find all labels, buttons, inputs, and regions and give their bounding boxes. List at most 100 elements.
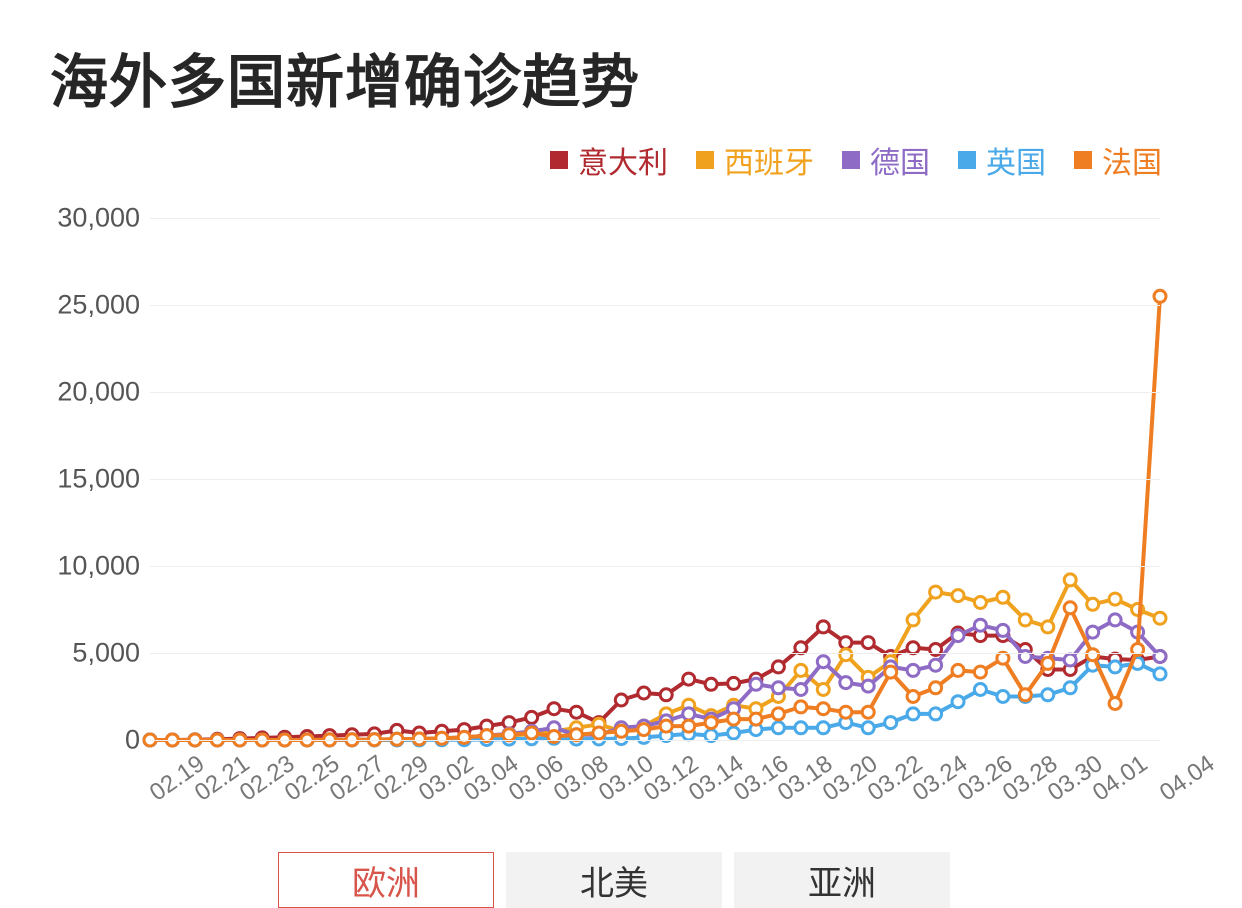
series-point-france[interactable]: [1064, 602, 1076, 614]
series-point-germany[interactable]: [817, 656, 829, 668]
legend-item-germany[interactable]: 德国: [842, 138, 930, 182]
series-point-france[interactable]: [1019, 689, 1031, 701]
series-point-uk[interactable]: [907, 708, 919, 720]
series-point-uk[interactable]: [885, 717, 897, 729]
series-point-france[interactable]: [413, 733, 425, 745]
series-point-uk[interactable]: [1042, 689, 1054, 701]
series-point-germany[interactable]: [772, 682, 784, 694]
series-point-france[interactable]: [840, 706, 852, 718]
series-point-spain[interactable]: [1109, 593, 1121, 605]
series-point-france[interactable]: [615, 725, 627, 737]
tab-欧洲[interactable]: 欧洲: [278, 852, 494, 908]
series-point-germany[interactable]: [750, 678, 762, 690]
series-point-italy[interactable]: [683, 673, 695, 685]
series-point-germany[interactable]: [997, 624, 1009, 636]
series-point-uk[interactable]: [930, 708, 942, 720]
series-point-uk[interactable]: [795, 722, 807, 734]
series-point-italy[interactable]: [638, 687, 650, 699]
legend-item-france[interactable]: 法国: [1074, 138, 1162, 182]
series-point-france[interactable]: [683, 720, 695, 732]
series-point-italy[interactable]: [795, 642, 807, 654]
series-point-italy[interactable]: [728, 677, 740, 689]
series-point-france[interactable]: [862, 706, 874, 718]
series-point-spain[interactable]: [1064, 574, 1076, 586]
series-point-france[interactable]: [1109, 698, 1121, 710]
series-point-france[interactable]: [885, 666, 897, 678]
series-point-france[interactable]: [458, 731, 470, 743]
series-point-uk[interactable]: [772, 722, 784, 734]
series-point-spain[interactable]: [974, 597, 986, 609]
series-point-uk[interactable]: [817, 722, 829, 734]
series-point-france[interactable]: [728, 713, 740, 725]
series-point-uk[interactable]: [997, 691, 1009, 703]
series-point-italy[interactable]: [548, 703, 560, 715]
series-point-france[interactable]: [660, 720, 672, 732]
series-point-france[interactable]: [503, 729, 515, 741]
gridline: [150, 653, 1160, 654]
series-point-france[interactable]: [1087, 649, 1099, 661]
series-point-germany[interactable]: [930, 659, 942, 671]
series-point-italy[interactable]: [840, 637, 852, 649]
series-point-france[interactable]: [750, 713, 762, 725]
series-point-italy[interactable]: [817, 621, 829, 633]
series-point-france[interactable]: [1154, 290, 1166, 302]
series-point-spain[interactable]: [1042, 621, 1054, 633]
series-point-france[interactable]: [593, 727, 605, 739]
series-point-france[interactable]: [1042, 657, 1054, 669]
legend-item-spain[interactable]: 西班牙: [696, 138, 814, 182]
series-point-france[interactable]: [817, 703, 829, 715]
series-point-spain[interactable]: [1087, 598, 1099, 610]
series-point-uk[interactable]: [862, 722, 874, 734]
series-point-germany[interactable]: [952, 630, 964, 642]
series-point-germany[interactable]: [840, 677, 852, 689]
tab-北美[interactable]: 北美: [506, 852, 722, 908]
series-point-italy[interactable]: [615, 694, 627, 706]
series-point-germany[interactable]: [862, 680, 874, 692]
series-point-uk[interactable]: [1154, 668, 1166, 680]
series-point-germany[interactable]: [974, 619, 986, 631]
series-point-spain[interactable]: [1019, 614, 1031, 626]
series-point-uk[interactable]: [974, 684, 986, 696]
series-point-spain[interactable]: [1154, 612, 1166, 624]
series-point-spain[interactable]: [795, 664, 807, 676]
series-point-spain[interactable]: [907, 614, 919, 626]
series-point-uk[interactable]: [1064, 682, 1076, 694]
series-point-france[interactable]: [705, 717, 717, 729]
series-point-france[interactable]: [997, 652, 1009, 664]
series-point-italy[interactable]: [772, 661, 784, 673]
series-point-italy[interactable]: [570, 706, 582, 718]
legend-item-italy[interactable]: 意大利: [550, 138, 668, 182]
series-point-france[interactable]: [570, 729, 582, 741]
series-point-france[interactable]: [795, 701, 807, 713]
legend-item-uk[interactable]: 英国: [958, 138, 1046, 182]
series-point-italy[interactable]: [660, 689, 672, 701]
series-point-uk[interactable]: [952, 696, 964, 708]
series-point-italy[interactable]: [907, 642, 919, 654]
series-point-france[interactable]: [907, 691, 919, 703]
series-point-france[interactable]: [638, 724, 650, 736]
series-point-spain[interactable]: [952, 590, 964, 602]
series-point-germany[interactable]: [1109, 614, 1121, 626]
gridline: [150, 740, 1160, 741]
series-point-spain[interactable]: [997, 591, 1009, 603]
series-point-italy[interactable]: [526, 711, 538, 723]
series-point-spain[interactable]: [817, 684, 829, 696]
series-point-italy[interactable]: [862, 637, 874, 649]
series-point-uk[interactable]: [728, 727, 740, 739]
series-point-france[interactable]: [772, 708, 784, 720]
series-point-uk[interactable]: [1109, 661, 1121, 673]
series-point-germany[interactable]: [907, 664, 919, 676]
tab-亚洲[interactable]: 亚洲: [734, 852, 950, 908]
series-point-germany[interactable]: [683, 708, 695, 720]
series-point-france[interactable]: [436, 732, 448, 744]
series-point-germany[interactable]: [795, 684, 807, 696]
series-point-germany[interactable]: [1064, 654, 1076, 666]
series-point-france[interactable]: [952, 664, 964, 676]
series-point-spain[interactable]: [840, 649, 852, 661]
series-point-france[interactable]: [930, 682, 942, 694]
series-point-germany[interactable]: [1087, 626, 1099, 638]
series-point-spain[interactable]: [930, 586, 942, 598]
series-point-france[interactable]: [526, 727, 538, 739]
series-point-france[interactable]: [974, 666, 986, 678]
series-point-italy[interactable]: [705, 678, 717, 690]
